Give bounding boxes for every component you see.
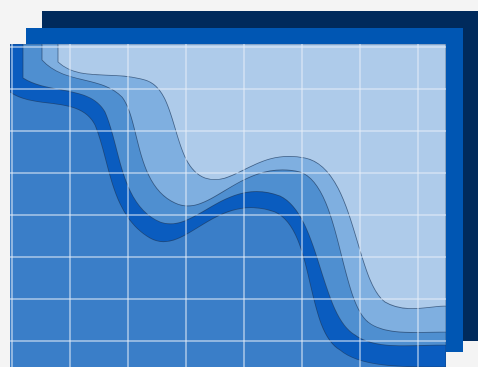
wave-top-fill [57, 44, 446, 310]
grid-lines [10, 44, 446, 367]
front-panel [10, 44, 446, 367]
